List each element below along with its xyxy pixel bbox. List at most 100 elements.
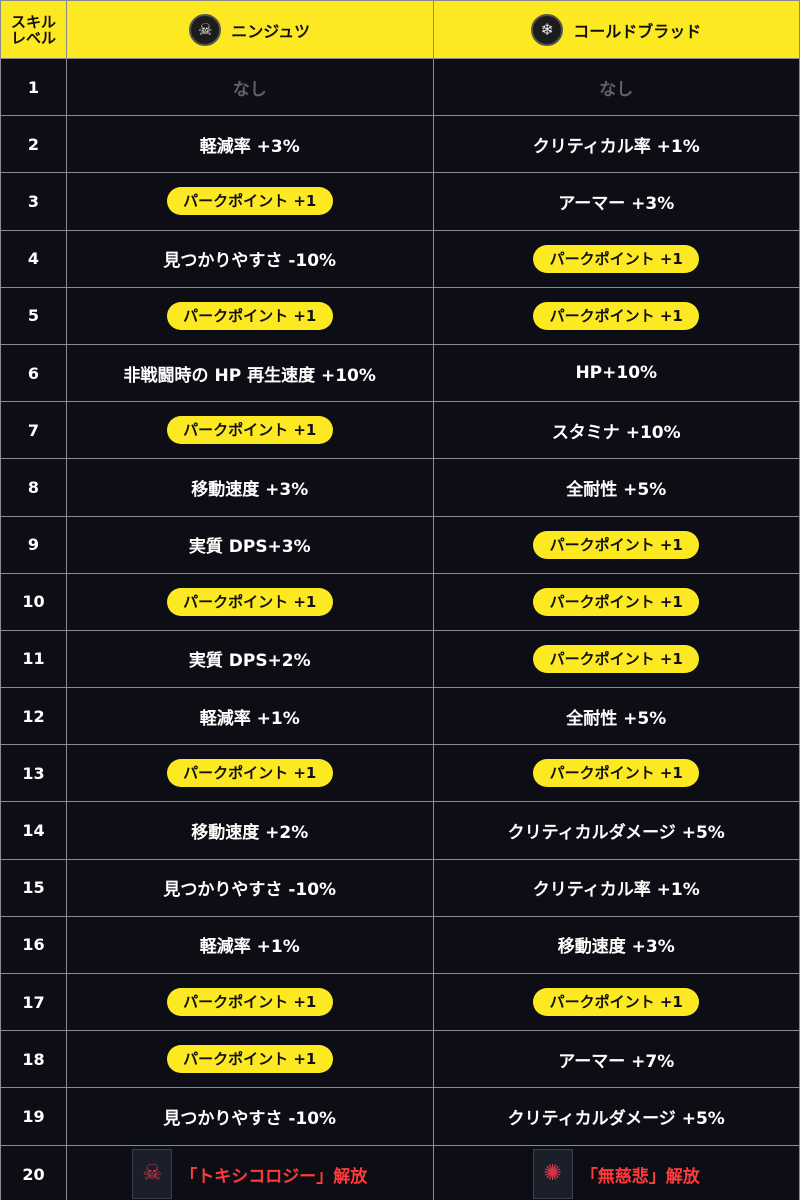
perk-point-badge: パークポイント +1 (533, 644, 700, 673)
skill1-effect-cell: パークポイント +1 (66, 172, 434, 231)
skill1-effect-cell: 軽減率 +1% (66, 687, 434, 746)
skill2-effect-cell: クリティカルダメージ +5% (432, 1087, 800, 1146)
perk-point-badge: パークポイント +1 (533, 244, 700, 273)
skill2-effect-cell: パークポイント +1 (432, 572, 800, 631)
effect-text: 全耐性 +5% (566, 708, 667, 729)
table-row: 10 パークポイント +1 パークポイント +1 (0, 572, 800, 631)
merciless-perk-icon: ✺ (532, 1149, 573, 1200)
skill2-column-header: ❄ コールドブラッド (432, 0, 800, 59)
effect-text: クリティカル率 +1% (532, 136, 700, 157)
skill2-effect-cell: HP+10% (432, 343, 800, 403)
skill2-effect-cell: パークポイント +1 (432, 972, 800, 1032)
skill2-effect-cell: なし (432, 57, 800, 117)
effect-text: 見つかりやすさ -10% (163, 251, 337, 272)
skill2-effect-cell: パークポイント +1 (432, 515, 800, 574)
table-row: 19 見つかりやすさ -10% クリティカルダメージ +5% (0, 1087, 800, 1146)
perk-point-badge: パークポイント +1 (166, 187, 333, 216)
effect-text: HP+10% (575, 363, 658, 384)
skill2-effect-cell: パークポイント +1 (432, 744, 800, 803)
perk-point-badge: パークポイント +1 (533, 759, 700, 788)
level-cell: 12 (0, 687, 67, 746)
level-cell: 20 (0, 1144, 67, 1200)
skill2-effect-cell: スタミナ +10% (432, 401, 800, 460)
skill2-effect-cell: パークポイント +1 (432, 629, 800, 689)
skill2-effect-cell: パークポイント +1 (432, 286, 800, 345)
table-row: 14 移動速度 +2% クリティカルダメージ +5% (0, 801, 800, 860)
skill1-effect-cell: パークポイント +1 (66, 744, 434, 803)
skill1-effect-cell: パークポイント +1 (66, 1030, 434, 1089)
effect-text: 見つかりやすさ -10% (163, 1108, 337, 1129)
table-row: 5 パークポイント +1 パークポイント +1 (0, 286, 800, 345)
skill2-effect-cell: クリティカル率 +1% (432, 858, 800, 917)
skill1-effect-cell: 移動速度 +2% (66, 801, 434, 860)
level-cell: 7 (0, 401, 67, 460)
effect-text: クリティカルダメージ +5% (507, 823, 725, 844)
skill1-effect-cell: 実質 DPS+2% (66, 629, 434, 689)
perk-point-badge: パークポイント +1 (166, 587, 333, 616)
effect-text: 軽減率 +3% (199, 136, 300, 157)
perk-point-badge: パークポイント +1 (166, 416, 333, 445)
effect-text: 実質 DPS+2% (188, 651, 311, 672)
skill1-column-header: ☠ ニンジュツ (66, 0, 434, 59)
none-text: なし (232, 79, 267, 100)
effect-text: アーマー +7% (558, 1051, 675, 1072)
perk-point-badge: パークポイント +1 (166, 988, 333, 1017)
level-column-header: スキル レベル (0, 0, 67, 59)
skill1-effect-cell: パークポイント +1 (66, 972, 434, 1032)
toxicology-perk-icon: ☠ (132, 1149, 173, 1200)
skill1-effect-cell: 移動速度 +3% (66, 458, 434, 517)
effect-text: 軽減率 +1% (199, 937, 300, 958)
ninja-skull-icon: ☠ (189, 13, 222, 46)
skill2-effect-cell: クリティカルダメージ +5% (432, 801, 800, 860)
effect-text: クリティカルダメージ +5% (507, 1108, 725, 1129)
effect-text: 移動速度 +2% (191, 823, 309, 844)
table-body: 1 なし なし 2 軽減率 +3% クリティカル率 +1% 3 パークポイント +1 アーマー … (0, 57, 800, 1200)
table-row: 1 なし なし (0, 57, 800, 117)
level-cell: 3 (0, 172, 67, 231)
skill1-effect-cell: パークポイント +1 (66, 401, 434, 460)
table-row: 7 パークポイント +1 スタミナ +10% (0, 401, 800, 460)
level-cell: 4 (0, 229, 67, 288)
effect-text: スタミナ +10% (551, 422, 681, 443)
table-row: 18 パークポイント +1 アーマー +7% (0, 1030, 800, 1089)
effect-text: 移動速度 +3% (557, 937, 675, 958)
effect-text: 軽減率 +1% (199, 708, 300, 729)
skill1-effect-cell: 非戦闘時の HP 再生速度 +10% (66, 343, 434, 403)
unlock-label: 「トキシコロジー」解放 (180, 1166, 368, 1187)
table-row: 17 パークポイント +1 パークポイント +1 (0, 972, 800, 1032)
perk-point-badge: パークポイント +1 (166, 759, 333, 788)
skill1-effect-cell: パークポイント +1 (66, 572, 434, 631)
table-row: 13 パークポイント +1 パークポイント +1 (0, 744, 800, 803)
effect-text: 見つかりやすさ -10% (163, 880, 337, 901)
skill2-effect-cell: 移動速度 +3% (432, 915, 800, 975)
table-row: 11 実質 DPS+2% パークポイント +1 (0, 629, 800, 689)
skill1-effect-cell: 実質 DPS+3% (66, 515, 434, 574)
perk-point-badge: パークポイント +1 (533, 530, 700, 559)
perk-point-badge: パークポイント +1 (533, 301, 700, 330)
skill2-effect-cell: 全耐性 +5% (432, 458, 800, 517)
level-cell: 13 (0, 744, 67, 803)
perk-point-badge: パークポイント +1 (533, 988, 700, 1017)
effect-text: 移動速度 +3% (191, 479, 309, 500)
perk-point-badge: パークポイント +1 (166, 1045, 333, 1074)
skill1-effect-cell: ☠ 「トキシコロジー」解放 (66, 1144, 434, 1200)
level-cell: 14 (0, 801, 67, 860)
level-cell: 18 (0, 1030, 67, 1089)
table-row: 3 パークポイント +1 アーマー +3% (0, 172, 800, 231)
table-row: 4 見つかりやすさ -10% パークポイント +1 (0, 229, 800, 288)
level-header-line1: スキル (10, 12, 56, 31)
skill2-effect-cell: アーマー +3% (432, 172, 800, 231)
skill2-effect-cell: クリティカル率 +1% (432, 115, 800, 174)
perk-point-badge: パークポイント +1 (166, 301, 333, 330)
effect-text: 非戦闘時の HP 再生速度 +10% (123, 365, 376, 386)
skill1-effect-cell: 見つかりやすさ -10% (66, 229, 434, 288)
skill1-effect-cell: 軽減率 +1% (66, 915, 434, 975)
table-row: 2 軽減率 +3% クリティカル率 +1% (0, 115, 800, 174)
none-text: なし (599, 79, 634, 100)
level-cell: 5 (0, 286, 67, 345)
skill1-effect-cell: パークポイント +1 (66, 286, 434, 345)
level-cell: 8 (0, 458, 67, 517)
level-cell: 17 (0, 972, 67, 1032)
perk-unlock: ☠ 「トキシコロジー」解放 (132, 1149, 368, 1200)
